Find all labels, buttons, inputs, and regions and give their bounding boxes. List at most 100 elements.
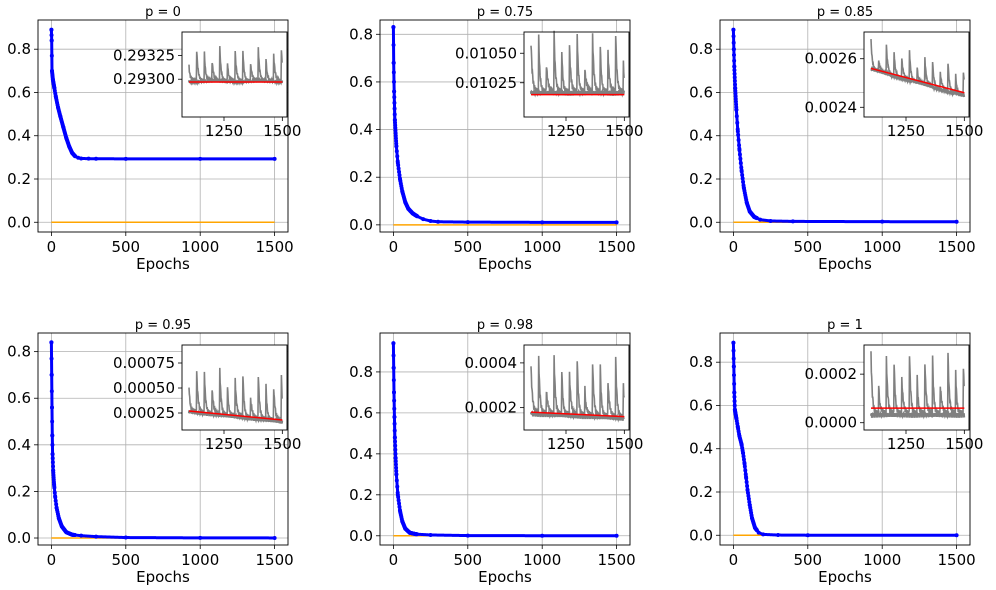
loss-marker	[394, 469, 399, 474]
inset-x-tick-label: 1250	[205, 435, 243, 453]
loss-data-point	[394, 472, 399, 477]
loss-data-point	[744, 474, 749, 479]
loss-marker	[54, 502, 59, 507]
y-tick-label: 0.6	[689, 83, 713, 101]
loss-data-point	[198, 535, 203, 540]
loss-data-point	[49, 27, 54, 32]
loss-data-point	[880, 219, 885, 224]
subplot-3: 0 500 1000 1500 0.0 0.2 0.4 0.6 0.8 p = 0.85 Epoch…	[689, 5, 983, 273]
subplot-4: 0 500 1000 1500 0.0 0.2 0.4 0.6 0.8 p = 0.95 Epoch…	[7, 318, 301, 586]
loss-data-point	[768, 218, 773, 223]
y-tick-label: 0.6	[7, 83, 31, 101]
x-axis-label: Epochs	[818, 255, 872, 273]
loss-marker	[740, 172, 745, 177]
loss-marker	[397, 501, 402, 506]
loss-marker	[392, 106, 397, 111]
axes-frame	[379, 19, 631, 233]
loss-data-point	[407, 530, 412, 535]
loss-data-point	[123, 156, 128, 161]
loss-data-point	[758, 217, 763, 222]
loss-marker	[397, 169, 402, 174]
loss-data-point	[123, 535, 128, 540]
loss-marker	[394, 465, 399, 470]
x-tick-label: 1500	[598, 238, 636, 256]
y-tick-label: 0.6	[689, 396, 713, 414]
x-tick-label: 1000	[523, 551, 561, 569]
loss-marker	[745, 483, 750, 488]
loss-data-point	[79, 533, 84, 538]
inset-y-tick-label: 0.0004	[465, 354, 518, 372]
loss-marker	[49, 389, 54, 394]
loss-data-point	[436, 219, 441, 224]
loss-marker	[393, 439, 398, 444]
inset-frame	[523, 31, 630, 118]
y-tick-label: 0.2	[7, 170, 31, 188]
loss-data-point	[70, 151, 75, 156]
x-tick-label: 500	[453, 238, 482, 256]
loss-data-point	[391, 25, 396, 30]
loss-data-point	[731, 47, 736, 52]
loss-marker	[392, 95, 397, 100]
inset-loss-line	[870, 351, 965, 418]
y-tick-label: 0.0	[7, 213, 31, 231]
loss-data-point	[49, 372, 54, 377]
inset-axes: 1250 1500 0.0000 0.0002	[805, 344, 983, 453]
inset-y-tick-label: 0.0000	[805, 414, 858, 432]
inset-loss-line	[188, 46, 283, 85]
loss-marker	[52, 485, 57, 490]
loss-marker	[392, 406, 397, 411]
loss-data-point	[415, 214, 420, 219]
loss-data-point	[614, 220, 619, 225]
y-tick-label: 0.0	[689, 213, 713, 231]
loss-data-point	[400, 519, 405, 524]
loss-data-point	[790, 219, 795, 224]
loss-data-point	[732, 390, 737, 395]
loss-marker	[743, 468, 748, 473]
loss-data-point	[64, 530, 69, 535]
inset-y-tick-label: 0.0024	[805, 98, 858, 116]
inset-loss-line	[530, 355, 625, 420]
loss-data-point	[739, 168, 744, 173]
loss-marker	[397, 504, 402, 509]
inset-loss-floor	[870, 65, 966, 98]
loss-dashed-start	[732, 342, 736, 410]
loss-marker	[51, 464, 56, 469]
loss-data-point	[50, 77, 55, 82]
loss-data-point	[392, 435, 397, 440]
y-tick-label: 0.6	[349, 404, 373, 422]
loss-data-point	[392, 414, 397, 419]
loss-marker	[738, 161, 743, 166]
x-tick-label: 0	[729, 551, 739, 569]
loss-data-point	[393, 455, 398, 460]
y-tick-label: 0.4	[349, 121, 373, 139]
loss-marker	[732, 78, 737, 83]
inset-x-tick-label: 1250	[887, 122, 925, 140]
loss-data-point	[94, 156, 99, 161]
loss-marker	[736, 138, 741, 143]
loss-data-point	[805, 533, 810, 538]
loss-marker	[736, 132, 741, 137]
loss-marker	[732, 58, 737, 63]
inset-y-tick-label: 0.00025	[113, 404, 175, 422]
loss-marker	[397, 173, 402, 178]
y-tick-label: 0.2	[349, 168, 373, 186]
y-tick-label: 0.8	[7, 40, 31, 58]
loss-data-point	[391, 390, 396, 395]
subplot-title: p = 0.85	[817, 5, 873, 20]
loss-data-point	[731, 364, 736, 369]
x-tick-label: 0	[47, 551, 57, 569]
y-tick-label: 0.0	[349, 216, 373, 234]
loss-data-point	[50, 452, 55, 457]
loss-data-point	[73, 154, 78, 159]
inset-x-tick-label: 1500	[945, 122, 983, 140]
loss-data-point	[733, 86, 738, 91]
inset-y-tick-label: 0.29325	[113, 47, 175, 65]
inset-axes: 1250 1500 0.29300 0.29325	[113, 31, 301, 140]
loss-data-point	[732, 407, 737, 412]
loss-data-point	[406, 206, 411, 211]
loss-marker	[50, 456, 55, 461]
loss-series-line	[731, 342, 958, 537]
inset-loss-line	[188, 367, 283, 424]
loss-data-point	[734, 416, 739, 421]
inset-y-tick-label: 0.00075	[113, 354, 175, 372]
